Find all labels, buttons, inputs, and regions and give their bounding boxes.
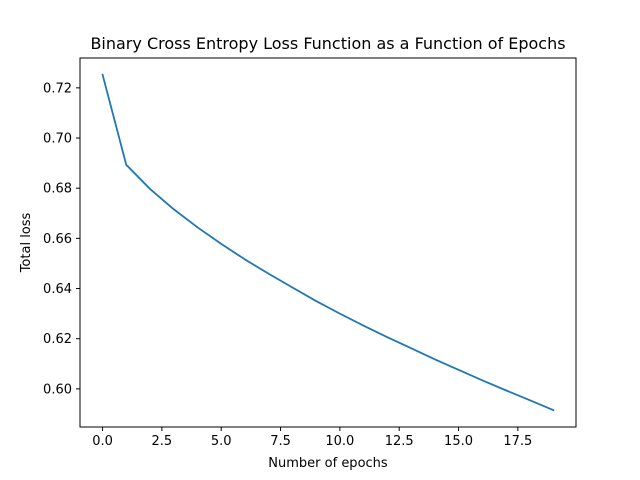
x-tick-label: 17.5	[503, 434, 532, 449]
x-tick-label: 5.0	[211, 434, 232, 449]
y-tick-label: 0.72	[43, 81, 72, 96]
chart-title: Binary Cross Entropy Loss Function as a …	[90, 34, 565, 53]
y-tick-label: 0.64	[43, 282, 72, 297]
plot-area	[79, 57, 577, 428]
x-tick-label: 10.0	[325, 434, 354, 449]
x-axis: 0.0 2.5 5.0 7.5 10.0 12.5 15.0 17.5	[92, 427, 532, 449]
plot-frame	[79, 57, 577, 428]
y-tick-label: 0.68	[43, 182, 72, 197]
x-tick-label: 0.0	[92, 434, 113, 449]
y-tick-label: 0.66	[43, 232, 72, 247]
y-tick-label: 0.62	[43, 332, 72, 347]
loss-series-line	[101, 73, 555, 412]
x-tick-label: 12.5	[385, 434, 414, 449]
x-tick-label: 7.5	[270, 434, 291, 449]
x-tick-label: 2.5	[152, 434, 173, 449]
x-tick-label: 15.0	[444, 434, 473, 449]
y-tick-label: 0.70	[43, 132, 72, 147]
y-axis: 0.60 0.62 0.64 0.66 0.68 0.70 0.72	[43, 81, 80, 397]
x-axis-label: Number of epochs	[268, 456, 388, 471]
y-tick-label: 0.60	[43, 382, 72, 397]
y-axis-label: Total loss	[19, 212, 34, 273]
